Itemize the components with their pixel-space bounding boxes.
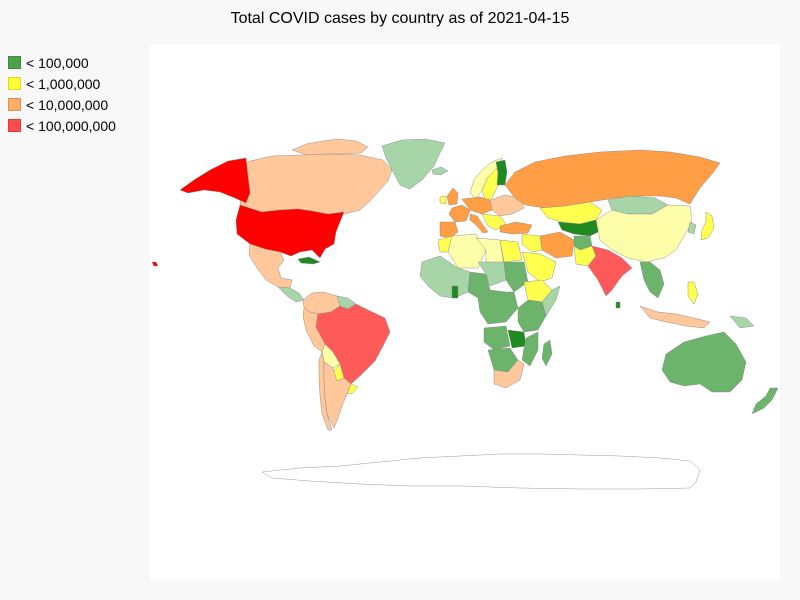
country-france[interactable] <box>448 204 471 223</box>
country-indonesia[interactable] <box>639 305 711 329</box>
legend-swatch <box>8 77 21 90</box>
country-papua-new-guinea[interactable] <box>729 315 755 329</box>
country-central-asia-stans[interactable] <box>557 219 603 237</box>
country-uk[interactable] <box>446 187 459 206</box>
legend-swatch <box>8 56 21 69</box>
country-zambia[interactable] <box>507 329 527 349</box>
country-ghana[interactable] <box>451 285 459 299</box>
country-new-zealand[interactable] <box>751 387 779 415</box>
country-alaska[interactable] <box>179 157 251 204</box>
country-saudi-arabia[interactable] <box>521 251 557 283</box>
country-iran[interactable] <box>539 231 575 259</box>
country-italy[interactable] <box>469 213 489 234</box>
country-central-america[interactable] <box>277 286 305 303</box>
antarctica <box>261 453 701 490</box>
country-angola[interactable] <box>483 325 511 351</box>
country-canada[interactable] <box>239 153 393 217</box>
legend-label: < 10,000,000 <box>26 96 109 113</box>
legend-item-under-10m[interactable]: < 10,000,000 <box>8 94 116 115</box>
world-map[interactable] <box>150 45 780 580</box>
country-egypt[interactable] <box>499 239 523 263</box>
country-mexico[interactable] <box>248 243 293 289</box>
legend-item-under-100m[interactable]: < 100,000,000 <box>8 115 116 136</box>
country-sri-lanka[interactable] <box>615 301 621 309</box>
legend: < 100,000 < 1,000,000 < 10,000,000 < 100… <box>8 52 116 136</box>
country-hawaii[interactable] <box>151 261 159 267</box>
country-argentina[interactable] <box>323 361 352 429</box>
country-korea[interactable] <box>687 221 697 235</box>
country-central-africa[interactable] <box>477 289 519 325</box>
country-iraq-syria[interactable] <box>521 233 543 253</box>
map-panel[interactable] <box>150 45 780 580</box>
legend-label: < 100,000 <box>26 54 89 71</box>
country-chad-niger[interactable] <box>477 261 507 287</box>
legend-label: < 100,000,000 <box>26 117 116 134</box>
country-mozambique[interactable] <box>521 331 539 367</box>
country-iceland[interactable] <box>431 166 449 176</box>
legend-item-under-1m[interactable]: < 1,000,000 <box>8 73 116 94</box>
legend-label: < 1,000,000 <box>26 75 101 92</box>
country-south-africa[interactable] <box>493 359 525 389</box>
legend-swatch <box>8 119 21 132</box>
country-canada-arctic-islands[interactable] <box>291 138 369 156</box>
country-greenland[interactable] <box>381 138 446 190</box>
legend-item-under-100k[interactable]: < 100,000 <box>8 52 116 73</box>
country-cuba[interactable] <box>297 256 321 265</box>
country-australia[interactable] <box>661 331 747 393</box>
country-china[interactable] <box>595 204 693 263</box>
country-philippines[interactable] <box>687 281 699 305</box>
legend-swatch <box>8 98 21 111</box>
country-eastern-europe[interactable] <box>489 194 525 217</box>
country-india[interactable] <box>587 245 633 297</box>
country-southeast-asia-mainland[interactable] <box>639 261 665 299</box>
country-kenya-tanzania[interactable] <box>517 299 547 333</box>
country-algeria[interactable] <box>447 233 487 269</box>
country-turkey[interactable] <box>499 221 533 235</box>
country-sudan[interactable] <box>503 261 529 293</box>
country-uruguay[interactable] <box>346 383 359 395</box>
map-title: Total COVID cases by country as of 2021-… <box>230 10 570 27</box>
country-madagascar[interactable] <box>541 339 553 367</box>
country-japan[interactable] <box>700 211 715 241</box>
country-ireland[interactable] <box>439 195 447 205</box>
country-iberia[interactable] <box>439 221 459 239</box>
